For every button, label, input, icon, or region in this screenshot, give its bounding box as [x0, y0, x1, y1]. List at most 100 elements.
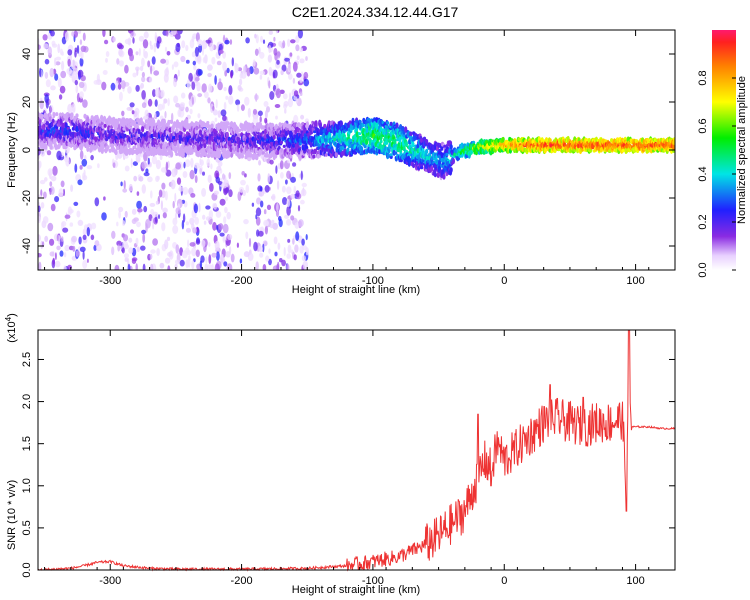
ridge-blob [105, 137, 109, 142]
noise-blob [188, 72, 193, 82]
noise-blob [156, 40, 160, 49]
ridge-blob [438, 159, 442, 167]
ridge-blob [355, 131, 359, 138]
noise-blob [290, 176, 296, 183]
noise-blob [252, 59, 256, 67]
noise-blob [78, 81, 85, 89]
noise-blob [300, 199, 305, 205]
noise-blob [140, 82, 145, 89]
noise-blob [58, 188, 64, 197]
noise-blob [201, 187, 207, 197]
noise-blob [46, 150, 52, 156]
ridge-blob [58, 134, 63, 140]
noise-blob [57, 43, 61, 54]
ridge-blob [272, 135, 276, 140]
noise-blob [287, 244, 292, 254]
noise-blob [74, 79, 79, 86]
noise-blob [222, 236, 226, 242]
noise-blob [285, 179, 288, 185]
ridge-blob [339, 146, 343, 151]
noise-blob [213, 203, 218, 210]
noise-blob [70, 184, 74, 192]
ridge-blob [40, 114, 44, 119]
noise-blob [152, 238, 159, 246]
noise-blob [301, 182, 307, 188]
ridge-blob [288, 125, 292, 131]
noise-blob [189, 217, 195, 225]
ridge-blob [203, 143, 207, 149]
noise-blob [287, 238, 291, 243]
noise-blob [287, 97, 294, 108]
noise-blob [175, 244, 180, 254]
ridge-blob [334, 151, 338, 158]
noise-blob [218, 43, 223, 52]
noise-blob [102, 30, 106, 37]
noise-blob [299, 78, 303, 83]
ridge-blob [366, 136, 370, 140]
noise-blob [122, 241, 128, 247]
noise-blob [211, 56, 216, 65]
noise-blob [63, 265, 67, 270]
noise-blob [276, 50, 281, 59]
noise-blob [284, 57, 290, 62]
x-tick-label: 0 [501, 275, 507, 287]
ridge-blob [451, 157, 455, 165]
noise-blob [49, 238, 55, 246]
noise-blob [149, 40, 152, 47]
noise-blob [185, 44, 189, 52]
noise-blob [210, 163, 213, 170]
noise-blob [38, 216, 41, 224]
noise-blob [238, 186, 245, 193]
ridge-blob [94, 144, 99, 149]
noise-blob [74, 163, 78, 173]
noise-blob [225, 251, 231, 258]
noise-blob [81, 158, 88, 167]
noise-blob [151, 155, 158, 165]
ridge-blob [176, 144, 180, 150]
noise-blob [47, 222, 54, 232]
noise-blob [255, 216, 261, 226]
noise-blob [256, 229, 260, 237]
noise-blob [275, 63, 278, 68]
noise-blob [175, 207, 181, 215]
noise-blob [43, 191, 47, 199]
noise-blob [239, 72, 243, 79]
ridge-blob [305, 124, 309, 130]
noise-blob [59, 48, 64, 55]
noise-blob [142, 39, 149, 49]
noise-blob [150, 263, 154, 270]
noise-blob [104, 39, 109, 45]
ridge-blob [237, 133, 241, 138]
noise-blob [211, 252, 217, 258]
noise-blob [175, 42, 181, 53]
noise-blob [52, 257, 55, 265]
noise-blob [161, 222, 166, 232]
noise-blob [118, 206, 124, 213]
noise-blob [273, 236, 278, 245]
noise-blob [55, 56, 61, 61]
noise-blob [212, 221, 217, 231]
ridge-blob [271, 123, 275, 128]
noise-blob [275, 30, 278, 34]
noise-blob [74, 50, 77, 58]
noise-blob [303, 71, 309, 80]
noise-blob [133, 110, 138, 118]
noise-blob [219, 232, 225, 237]
noise-blob [199, 158, 202, 166]
ridge-blob [170, 150, 174, 158]
noise-blob [281, 185, 286, 193]
noise-blob [259, 116, 262, 123]
noise-blob [149, 253, 153, 260]
noise-blob [138, 176, 144, 182]
noise-blob [58, 94, 63, 100]
noise-blob [287, 159, 291, 164]
noise-blob [228, 95, 234, 105]
ridge-blob [89, 125, 93, 132]
noise-blob [154, 99, 158, 107]
noise-blob [265, 255, 270, 262]
noise-blob [293, 114, 299, 125]
noise-blob [192, 60, 196, 66]
noise-blob [281, 64, 287, 72]
noise-blob [274, 251, 278, 257]
noise-blob [236, 104, 240, 112]
